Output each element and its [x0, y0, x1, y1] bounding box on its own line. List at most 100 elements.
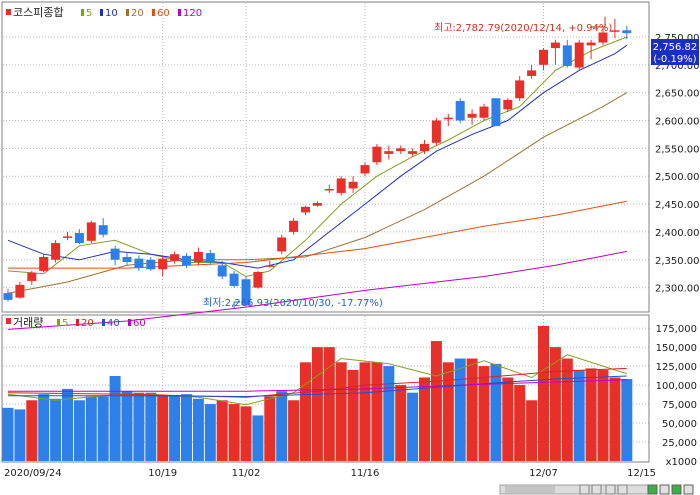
volume-y-tick-label: 50,000 [662, 419, 697, 430]
legend-swatch-20 [126, 9, 129, 16]
volume-bar [561, 358, 573, 461]
volume-ma-legend: 5 20 40 60 [57, 318, 146, 329]
candle-body-down [217, 265, 227, 277]
volume-bar [169, 396, 181, 461]
volume-bar [276, 391, 288, 461]
volume-y-tick-label: 150,000 [656, 343, 697, 354]
volume-y-tick-label: 125,000 [656, 362, 697, 373]
candle-body-down [491, 98, 501, 127]
volume-bar [62, 388, 73, 461]
volume-bar [121, 391, 133, 461]
price-ma-legend: 5 10 20 60 120 [81, 8, 202, 19]
volume-bar [597, 369, 609, 461]
price-ma-line-5 [7, 36, 627, 278]
volume-bar [288, 400, 300, 461]
volume-bar [264, 396, 276, 461]
x-tick-label: 12/07 [529, 468, 558, 479]
price-y-tick-label: 2,700.00 [655, 61, 700, 72]
view-toggle-button[interactable] [647, 484, 658, 495]
candle-body-up [265, 265, 275, 267]
legend-swatch-5 [81, 9, 84, 16]
volume-y-tick-label: 25,000 [662, 438, 697, 449]
candle-body-up [86, 222, 96, 241]
candle-body-down [182, 255, 191, 266]
price-y-tick-label: 2,300.00 [655, 284, 700, 295]
volume-panel-frame [1, 314, 650, 463]
volume-y-tick-label: 175,000 [656, 324, 697, 335]
x-tick-label: 10/19 [148, 468, 177, 479]
candle-body-up [372, 146, 382, 163]
legend-label-5: 5 [86, 8, 92, 19]
x-tick-label: 12/15 [627, 468, 656, 479]
legend-swatch-20 [76, 319, 79, 326]
volume-bar [549, 347, 561, 461]
candle-body-up [336, 178, 346, 193]
volume-bar [181, 394, 192, 461]
volume-bar [573, 369, 585, 461]
volume-bar [359, 362, 371, 461]
candle-body-down [98, 225, 108, 235]
legend-swatch-60 [128, 319, 131, 326]
candle-body-down [134, 258, 144, 269]
zoom-out-button[interactable] [605, 484, 616, 495]
candle-body-down [229, 273, 239, 286]
volume-bar [514, 385, 526, 461]
legend-label-120: 120 [183, 8, 202, 19]
volume-y-tick-label: 100,000 [656, 381, 697, 392]
legend-swatch-10 [100, 9, 103, 16]
candle-body-down [3, 293, 13, 300]
chart-scrollbar[interactable] [499, 484, 694, 495]
volume-bar [335, 362, 347, 461]
scrollbar-thumb[interactable] [505, 486, 555, 493]
price-annotations [233, 16, 606, 310]
volume-y-tick-label: 75,000 [662, 400, 697, 411]
low-leader-line [233, 301, 241, 310]
volume-title-marker [6, 318, 11, 324]
scroll-right-button[interactable] [591, 484, 602, 495]
volume-bar [621, 379, 633, 461]
high-annotation: 최고:2,782.79(2020/12/14, +0.94%) [434, 22, 612, 34]
price-y-tick-label: 2,650.00 [655, 89, 700, 100]
candle-body-up [408, 151, 418, 154]
volume-bar [38, 394, 50, 461]
candle-body-up [39, 256, 49, 271]
candle-body-up [503, 99, 513, 110]
volume-bar [192, 398, 204, 461]
candle-body-up [27, 272, 37, 281]
price-y-tick-label: 2,600.00 [655, 117, 700, 128]
volume-bar [109, 375, 121, 461]
low-annotation: 최저:2,266.93(2020/10/30, -17.77%) [203, 297, 383, 309]
volume-bar [490, 363, 502, 461]
scroll-left-button[interactable] [579, 484, 590, 495]
legend-label-5: 5 [62, 318, 68, 329]
volume-bar [383, 366, 395, 461]
candle-body-down [74, 233, 84, 244]
zoom-in-button[interactable] [617, 484, 628, 495]
expand-button[interactable] [671, 484, 682, 495]
candle-body-up [277, 237, 287, 252]
volume-bar [240, 406, 252, 461]
volume-bar [73, 400, 85, 461]
price-y-tick-label: 2,450.00 [655, 200, 700, 211]
volume-bar [442, 362, 454, 461]
candle-body-down [122, 256, 132, 262]
candle-body-up [396, 148, 406, 152]
legend-label-20: 20 [131, 8, 144, 19]
candle-body-down [241, 279, 251, 306]
candle-body-up [63, 236, 72, 238]
candle-body-up [301, 206, 310, 213]
volume-ma-line-40 [8, 375, 627, 398]
reset-button[interactable] [683, 484, 694, 495]
candle-body-up [51, 243, 61, 260]
legend-swatch-60 [152, 9, 155, 16]
volume-bar [157, 396, 169, 461]
candle-body-up [610, 30, 620, 32]
price-y-tick-label: 2,400.00 [655, 228, 700, 239]
volume-ma-line-60 [8, 379, 627, 392]
legend-label-60: 60 [157, 8, 170, 19]
candle-body-up [550, 42, 560, 49]
volume-bar [609, 377, 621, 461]
volume-bar [228, 404, 240, 461]
candle-body-up [539, 49, 548, 65]
settings-button[interactable] [659, 484, 670, 495]
